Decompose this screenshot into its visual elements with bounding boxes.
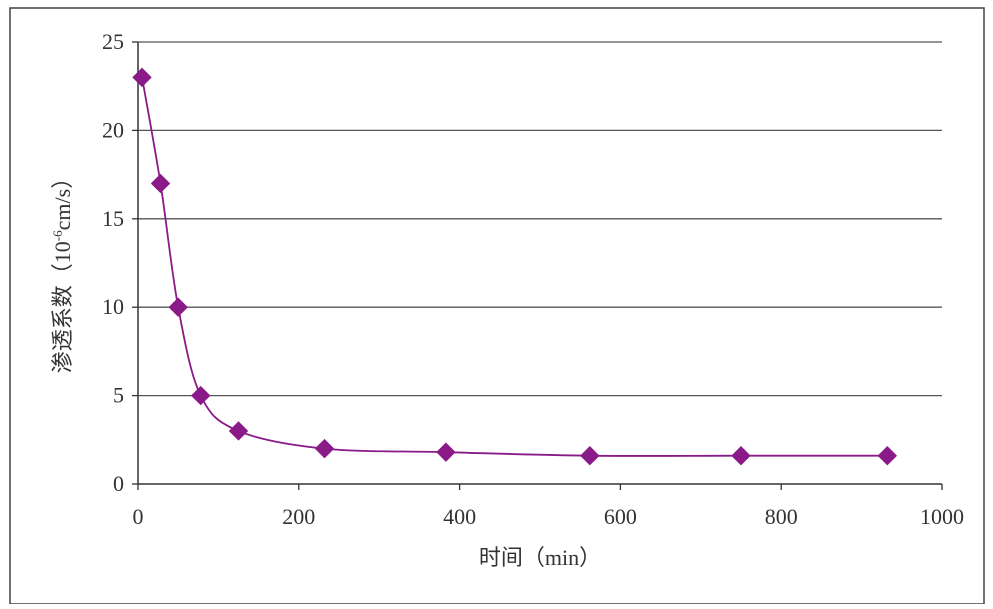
y-axis-label-group: 渗透系数（10-6cm/s） bbox=[50, 167, 75, 373]
data-point-marker bbox=[580, 446, 600, 466]
x-axis-label: 时间（min） bbox=[479, 545, 601, 570]
data-point-marker bbox=[731, 446, 751, 466]
x-tick-label: 0 bbox=[133, 504, 144, 529]
y-tick-label: 5 bbox=[113, 383, 124, 408]
y-tick-label: 15 bbox=[102, 206, 124, 231]
y-tick-label: 25 bbox=[102, 29, 124, 54]
y-axis-label: 渗透系数（10-6cm/s） bbox=[50, 167, 75, 373]
data-point-marker bbox=[132, 67, 152, 88]
data-point-marker bbox=[150, 173, 171, 194]
data-point-marker bbox=[168, 297, 188, 317]
x-tick-label: 1000 bbox=[920, 504, 964, 529]
y-tick-labels: 0 5 10 15 20 25 bbox=[102, 29, 124, 496]
y-axis-label-main: 渗透系数（10 bbox=[50, 241, 75, 373]
data-point-marker bbox=[877, 446, 898, 466]
x-tick-label: 800 bbox=[765, 504, 798, 529]
data-point-marker bbox=[314, 438, 335, 459]
data-point-marker bbox=[191, 385, 211, 406]
data-point-marker bbox=[228, 421, 249, 441]
y-axis-label-exponent: -6 bbox=[50, 230, 65, 241]
y-tick-label: 10 bbox=[102, 294, 124, 319]
axes bbox=[132, 41, 943, 490]
y-tick-label: 20 bbox=[102, 117, 124, 142]
data-point-marker bbox=[436, 442, 456, 462]
x-tick-labels: 0 200 400 600 800 1000 bbox=[133, 504, 965, 529]
y-axis-label-unit: cm/s） bbox=[50, 167, 75, 231]
y-tick-label: 0 bbox=[113, 471, 124, 496]
x-tick-label: 400 bbox=[443, 504, 476, 529]
grid-lines bbox=[138, 41, 942, 397]
x-tick-label: 600 bbox=[604, 504, 637, 529]
chart-border bbox=[9, 7, 985, 605]
x-tick-label: 200 bbox=[282, 504, 315, 529]
series-group bbox=[132, 67, 898, 466]
